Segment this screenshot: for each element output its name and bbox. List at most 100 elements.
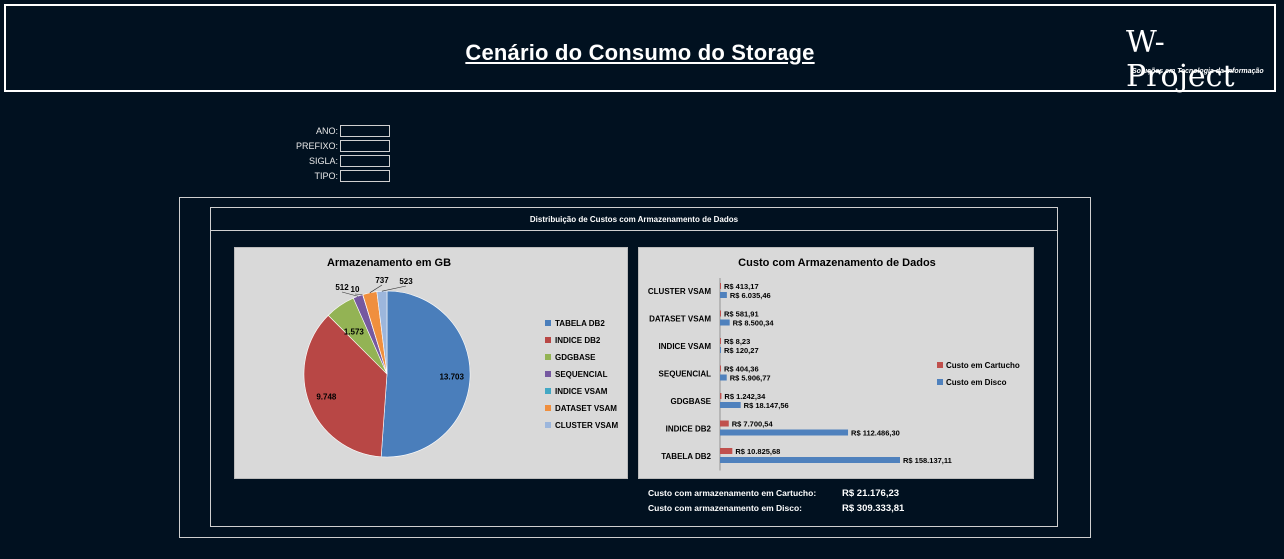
bar-legend-swatch-custo-em-cartucho	[937, 362, 943, 368]
bar-value-label-custo-em-disco-tabela-db2: R$ 158.137,11	[903, 456, 952, 465]
pie-legend-swatch-indice-db2	[545, 337, 551, 343]
pie-legend-label-tabela-db2: TABELA DB2	[555, 319, 605, 328]
total-disco-value: R$ 309.333,81	[842, 503, 905, 514]
sigla-input[interactable]	[340, 155, 390, 167]
pie-value-label-indice-vsam: 10	[351, 285, 360, 294]
bar-custo-em-cartucho-sequencial	[720, 365, 721, 372]
bar-category-label-gdgbase: GDGBASE	[671, 397, 712, 406]
bar-category-label-cluster-vsam: CLUSTER VSAM	[648, 287, 711, 296]
pie-chart: Armazenamento em GB 13.703 9.748 1.573 512 10…	[303, 257, 618, 458]
total-cartucho-label: Custo com armazenamento em Cartucho:	[648, 488, 817, 498]
pie-value-label-indice-db2: 9.748	[316, 393, 337, 402]
pie-legend-swatch-gdgbase	[545, 354, 551, 360]
bar-value-label-custo-em-cartucho-tabela-db2: R$ 10.825,68	[735, 447, 780, 456]
ano-input[interactable]	[340, 125, 390, 137]
bar-category-label-indice-db2: INDICE DB2	[666, 425, 712, 434]
bar-category-label-indice-vsam: INDICE VSAM	[659, 342, 712, 351]
pie-leader-dataset-vsam	[369, 284, 383, 294]
pie-legend-swatch-sequencial	[545, 371, 551, 377]
total-row-disco: Custo com armazenamento em Disco: R$ 309…	[648, 503, 948, 518]
bar-title: Custo com Armazenamento de Dados	[738, 257, 936, 269]
pie-legend-label-indice-db2: INDICE DB2	[555, 336, 601, 345]
pie-value-label-sequencial: 512	[335, 283, 349, 292]
report-outer-frame	[179, 197, 1091, 538]
bar-value-label-custo-em-cartucho-gdgbase: R$ 1.242,34	[724, 392, 766, 401]
bar-legend-swatch-custo-em-disco	[937, 379, 943, 385]
bar-custo-em-cartucho-dataset-vsam	[720, 310, 721, 317]
filter-label-tipo: TIPO:	[314, 171, 338, 181]
filter-label-ano: ANO:	[315, 126, 338, 136]
filter-row-tipo: TIPO:	[280, 170, 390, 185]
bar-value-label-custo-em-cartucho-dataset-vsam: R$ 581,91	[724, 310, 759, 319]
filter-label-prefixo: PREFIXO:	[295, 141, 338, 151]
bar-custo-em-disco-gdgbase	[720, 402, 741, 408]
total-disco-label: Custo com armazenamento em Disco:	[648, 503, 802, 513]
pie-value-label-dataset-vsam: 737	[375, 276, 389, 285]
header-bar: Cenário do Consumo do Storage W-Project …	[4, 4, 1276, 94]
pie-legend-swatch-dataset-vsam	[545, 405, 551, 411]
pie-slice-cluster-vsam	[376, 290, 388, 375]
totals-block: Custo com armazenamento em Cartucho: R$ …	[648, 488, 948, 518]
pie-leader-indice-vsam	[354, 293, 363, 295]
bar-custo-em-disco-cluster-vsam	[720, 292, 727, 298]
report-title: Distribuição de Custos com Armazenamento…	[529, 215, 739, 224]
bar-custo-em-cartucho-gdgbase	[720, 393, 722, 399]
bar-custo-em-disco-sequencial	[720, 374, 727, 381]
logo-text: W-Project	[1126, 25, 1235, 94]
bar-custo-em-cartucho-indice-db2	[720, 420, 729, 427]
bar-value-label-custo-em-disco-dataset-vsam: R$ 8.500,34	[733, 319, 775, 328]
bar-custo-em-cartucho-tabela-db2	[720, 448, 733, 454]
tipo-input[interactable]	[340, 170, 390, 182]
bar-custo-em-cartucho-indice-vsam	[720, 338, 721, 344]
report-inner-frame: Distribuição de Custos com Armazenamento…	[210, 207, 1058, 527]
pie-value-label-tabela-db2: 13.703	[439, 372, 464, 381]
bar-chart: Custo com Armazenamento de Dados CLUSTER …	[648, 257, 1020, 471]
report-title-bar: Distribuição de Custos com Armazenamento…	[211, 208, 1057, 231]
bar-value-label-custo-em-cartucho-indice-db2: R$ 7.700,54	[732, 420, 774, 429]
bar-value-label-custo-em-cartucho-cluster-vsam: R$ 413,17	[724, 282, 759, 291]
filter-row-sigla: SIGLA:	[280, 155, 390, 170]
pie-title: Armazenamento em GB	[327, 257, 451, 269]
pie-legend-swatch-indice-vsam	[545, 388, 551, 394]
pie-leader-cluster-vsam	[381, 285, 407, 292]
pie-legend-swatch-cluster-vsam	[545, 422, 551, 428]
bar-chart-panel: Custo com Armazenamento de Dados CLUSTER …	[638, 247, 1034, 479]
prefixo-input[interactable]	[340, 140, 390, 152]
total-cartucho-value: R$ 21.176,23	[842, 488, 900, 499]
bar-custo-em-disco-indice-db2	[720, 429, 849, 436]
logo-tagline: Soluções em Tecnologia da Informação	[1132, 68, 1264, 75]
bar-category-label-sequencial: SEQUENCIAL	[659, 370, 712, 379]
filter-form: ANO: PREFIXO: SIGLA: TIPO:	[280, 125, 390, 185]
bar-value-label-custo-em-disco-indice-db2: R$ 112.486,30	[851, 429, 900, 438]
pie-legend-label-gdgbase: GDGBASE	[555, 353, 596, 362]
filter-row-prefixo: PREFIXO:	[280, 140, 390, 155]
bar-value-label-custo-em-cartucho-sequencial: R$ 404,36	[724, 365, 759, 374]
filter-label-sigla: SIGLA:	[308, 156, 338, 166]
filter-row-ano: ANO:	[280, 125, 390, 140]
bar-category-label-tabela-db2: TABELA DB2	[661, 452, 711, 461]
bar-custo-em-disco-tabela-db2	[720, 457, 900, 463]
pie-legend-label-cluster-vsam: CLUSTER VSAM	[555, 421, 618, 430]
bar-custo-em-disco-dataset-vsam	[720, 319, 730, 326]
pie-legend-label-dataset-vsam: DATASET VSAM	[555, 404, 617, 413]
bar-category-label-dataset-vsam: DATASET VSAM	[649, 315, 711, 324]
total-row-cartucho: Custo com armazenamento em Cartucho: R$ …	[648, 488, 948, 503]
pie-slice-indice-db2	[303, 314, 388, 458]
bar-value-label-custo-em-disco-indice-vsam: R$ 120,27	[724, 346, 759, 355]
bar-value-label-custo-em-disco-cluster-vsam: R$ 6.035,46	[730, 291, 771, 300]
bar-custo-em-cartucho-cluster-vsam	[720, 283, 721, 289]
bar-value-label-custo-em-cartucho-indice-vsam: R$ 8,23	[724, 337, 750, 346]
pie-slice-tabela-db2	[380, 290, 471, 458]
pie-legend-swatch-tabela-db2	[545, 320, 551, 326]
page-title: Cenário do Consumo do Storage	[465, 40, 815, 65]
pie-legend-label-indice-vsam: INDICE VSAM	[555, 387, 608, 396]
pie-value-label-cluster-vsam: 523	[399, 277, 413, 286]
pie-chart-panel: Armazenamento em GB 13.703 9.748 1.573 512 10…	[234, 247, 628, 479]
bar-value-label-custo-em-disco-sequencial: R$ 5.906,77	[730, 374, 771, 383]
pie-value-label-gdgbase: 1.573	[344, 328, 365, 337]
bar-legend-label-custo-em-disco: Custo em Disco	[946, 378, 1007, 387]
pie-leader-sequencial	[341, 291, 359, 297]
pie-legend-label-sequencial: SEQUENCIAL	[555, 370, 608, 379]
bar-value-label-custo-em-disco-gdgbase: R$ 18.147,56	[744, 401, 789, 410]
bar-legend-label-custo-em-cartucho: Custo em Cartucho	[946, 361, 1020, 370]
